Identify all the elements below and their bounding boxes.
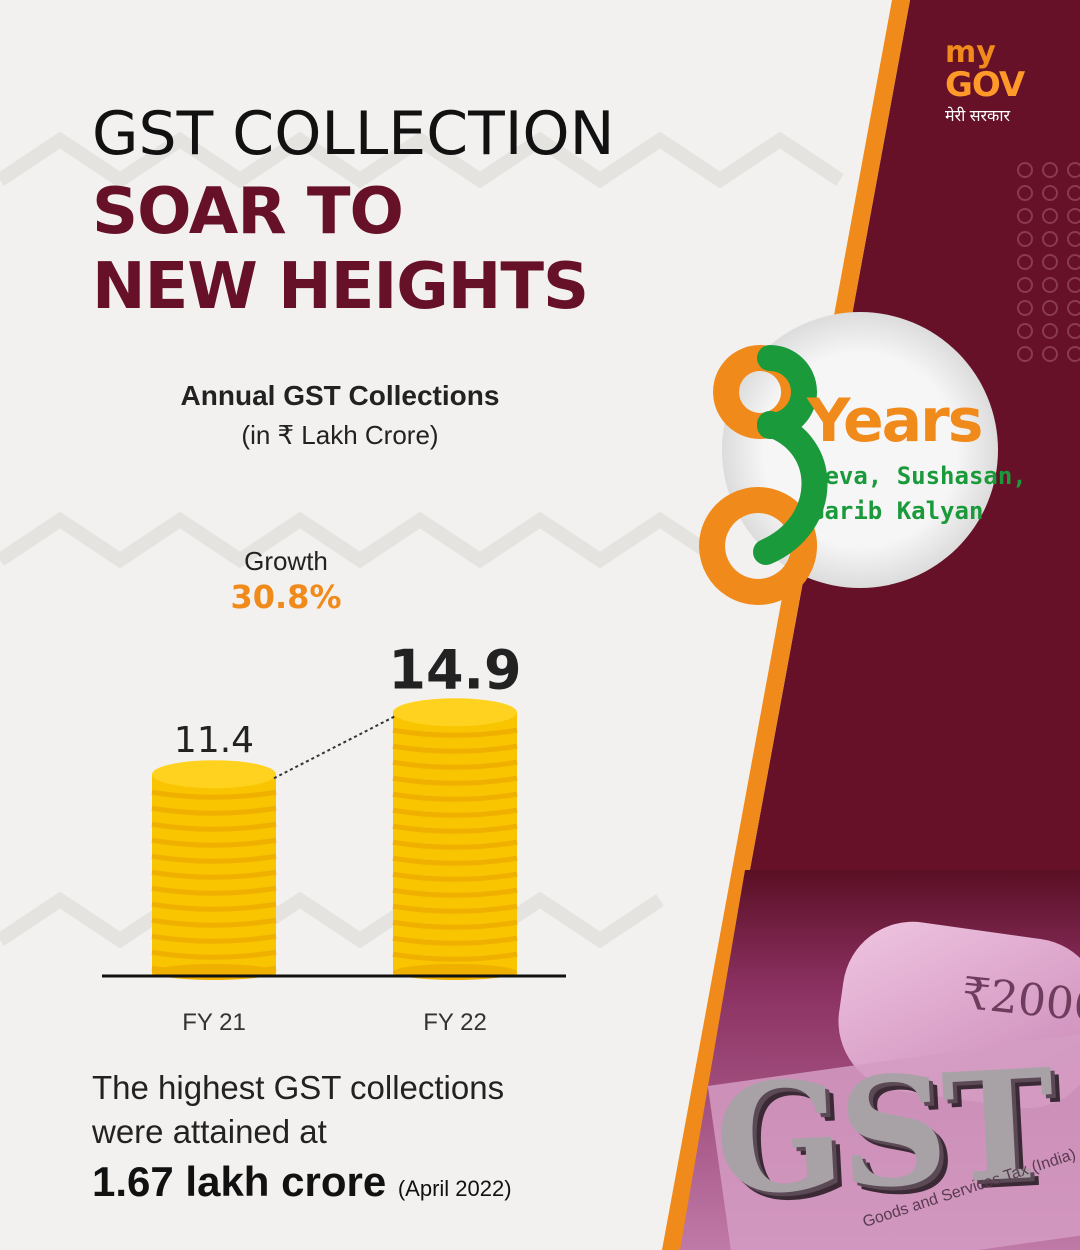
dot-pattern	[1017, 162, 1080, 362]
logo-gov-text: GOV	[945, 65, 1025, 105]
logo-my: my	[945, 38, 1055, 68]
coin-stripe	[392, 807, 518, 818]
bar-base	[393, 964, 517, 980]
orange-stripe	[662, 0, 910, 1250]
coin-stripe	[151, 805, 277, 816]
growth-value: 30.8%	[230, 578, 341, 616]
headline-line-2: SOAR TO	[92, 175, 404, 249]
coin-stripe	[392, 919, 518, 930]
value-label-fy22: 14.9	[388, 638, 521, 701]
coin-stripe	[151, 869, 277, 880]
coin-stripe	[151, 789, 277, 800]
eight-digit-icon	[699, 345, 828, 605]
coin-stripe	[151, 821, 277, 832]
coin-stripe	[151, 949, 277, 960]
badge-line-1: Seva, Sushasan,	[810, 462, 1027, 490]
bar-fy-22	[392, 698, 518, 980]
coin-stripe	[151, 853, 277, 864]
headline-line-1: GST COLLECTION	[92, 99, 615, 169]
coin-stripe	[392, 823, 518, 834]
coin-stripe	[392, 791, 518, 802]
headline-line-3: NEW HEIGHTS	[92, 250, 589, 324]
bar-fy-21	[151, 760, 277, 980]
coin-stripe	[392, 727, 518, 738]
coin-stripe	[392, 887, 518, 898]
gst-3d-text: GST	[710, 1036, 1056, 1230]
coin-stripe	[392, 743, 518, 754]
category-label-fy21: FY 21	[182, 1009, 246, 1036]
coin-stripe	[151, 885, 277, 896]
currency-note-stack	[707, 1033, 1080, 1250]
chevron-pattern	[0, 131, 844, 949]
chart-title: Annual GST Collections	[180, 380, 500, 411]
bar-chart: 11.4 14.9 FY 21 FY 22 Growth 30.8%	[102, 546, 566, 1036]
coin-stripe	[392, 935, 518, 946]
chart-subtitle: (in ₹ Lakh Crore)	[241, 420, 439, 450]
bar-top	[152, 760, 276, 789]
value-label-fy21: 11.4	[174, 720, 254, 761]
coin-stripe	[151, 917, 277, 928]
coin-stripe	[392, 903, 518, 914]
bars-group	[151, 698, 518, 980]
badge-years: Years	[807, 386, 983, 456]
bar-base	[152, 964, 276, 980]
logo-tagline: मेरी सरकार	[945, 108, 1011, 125]
coin-stripe	[151, 933, 277, 944]
growth-label: Growth	[244, 546, 328, 576]
footer-line-1: The highest GST collections	[92, 1069, 505, 1106]
growth-connector	[273, 715, 396, 780]
coin-stripe	[392, 855, 518, 866]
badge-line-2: Garib Kalyan	[810, 497, 984, 525]
mygov-logo: my GOV मेरी सरकार	[945, 38, 1055, 126]
logo-gov: GOV	[945, 68, 1055, 102]
footer-date: (April 2022)	[397, 1176, 512, 1201]
footer-amount-line: 1.67 lakh crore (April 2022)	[92, 1157, 512, 1207]
coin-stripe	[392, 839, 518, 850]
coin-stripe	[151, 901, 277, 912]
bar-top	[393, 698, 517, 727]
coin-stripe	[151, 837, 277, 848]
logo-my-text: my	[945, 35, 996, 70]
coin-stripe	[392, 775, 518, 786]
coin-stripe	[392, 871, 518, 882]
footer-amount: 1.67 lakh crore	[92, 1158, 387, 1205]
category-label-fy22: FY 22	[423, 1009, 487, 1036]
coin-stripe	[392, 951, 518, 962]
footer-line-2: were attained at	[92, 1113, 327, 1150]
coin-stripe	[392, 759, 518, 770]
